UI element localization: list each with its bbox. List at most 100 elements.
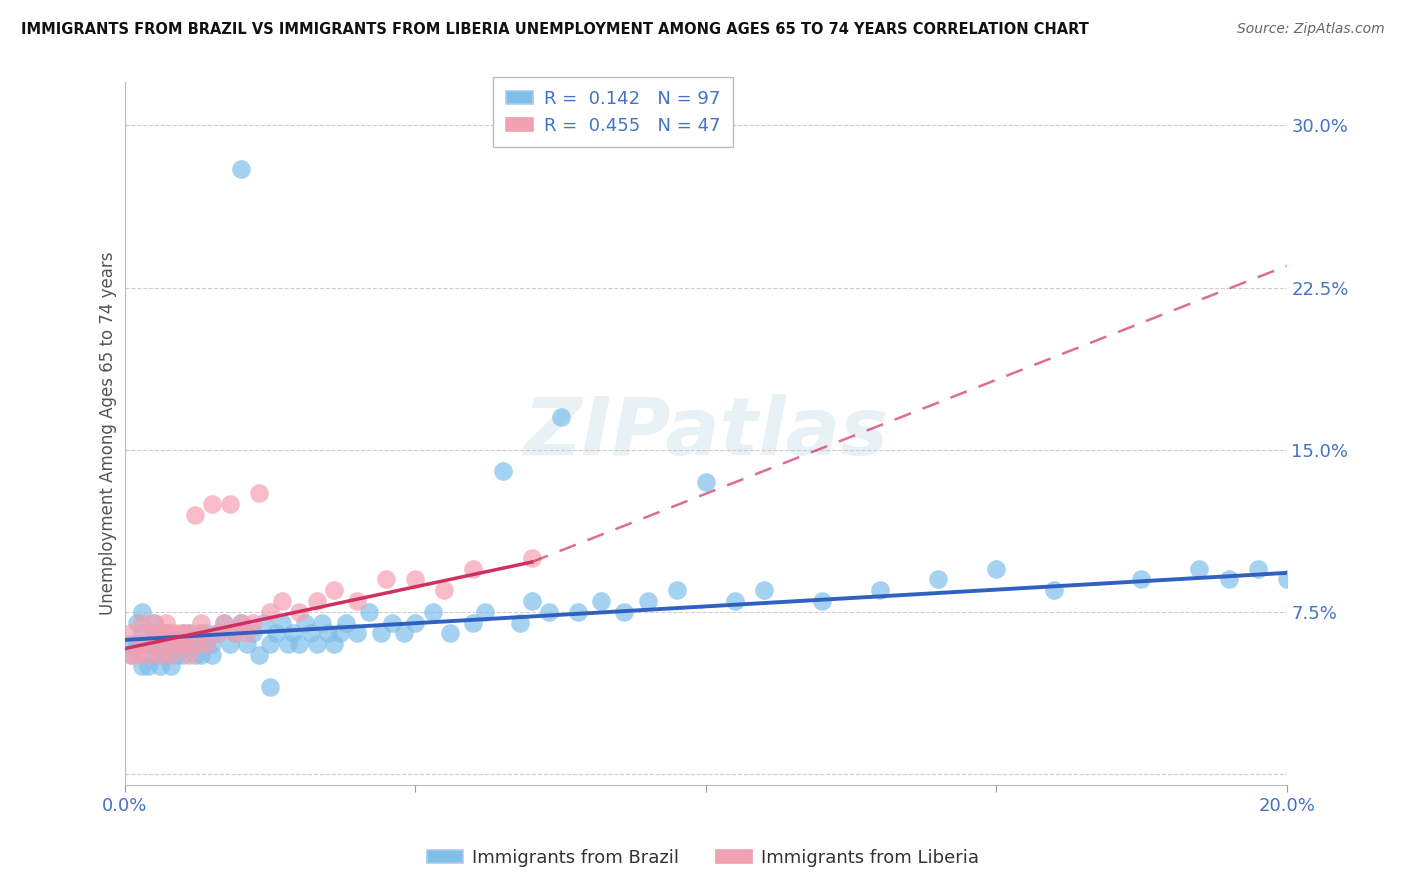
Point	[155, 626, 177, 640]
Point	[259, 637, 281, 651]
Point	[190, 626, 212, 640]
Point	[172, 626, 194, 640]
Point	[288, 637, 311, 651]
Point	[160, 626, 183, 640]
Point	[136, 637, 159, 651]
Point	[183, 508, 205, 522]
Point	[212, 615, 235, 630]
Point	[177, 637, 200, 651]
Point	[520, 594, 543, 608]
Point	[155, 648, 177, 662]
Point	[172, 637, 194, 651]
Point	[231, 161, 253, 176]
Point	[346, 626, 368, 640]
Point	[183, 637, 205, 651]
Point	[155, 637, 177, 651]
Point	[1392, 550, 1406, 565]
Point	[288, 605, 311, 619]
Point	[811, 594, 834, 608]
Point	[149, 648, 172, 662]
Point	[155, 637, 177, 651]
Point	[190, 626, 212, 640]
Point	[155, 615, 177, 630]
Point	[212, 615, 235, 630]
Point	[166, 626, 188, 640]
Point	[160, 658, 183, 673]
Point	[294, 615, 316, 630]
Point	[143, 637, 166, 651]
Point	[125, 637, 148, 651]
Point	[613, 605, 636, 619]
Point	[323, 637, 346, 651]
Point	[550, 410, 572, 425]
Point	[637, 594, 659, 608]
Point	[567, 605, 589, 619]
Point	[439, 626, 461, 640]
Point	[591, 594, 613, 608]
Point	[131, 637, 153, 651]
Point	[370, 626, 392, 640]
Point	[381, 615, 404, 630]
Point	[869, 583, 891, 598]
Point	[259, 605, 281, 619]
Point	[242, 626, 264, 640]
Point	[311, 615, 333, 630]
Point	[242, 615, 264, 630]
Point	[172, 648, 194, 662]
Point	[231, 615, 253, 630]
Point	[160, 626, 183, 640]
Point	[143, 626, 166, 640]
Point	[149, 626, 172, 640]
Point	[433, 583, 456, 598]
Point	[665, 583, 688, 598]
Point	[270, 594, 292, 608]
Point	[509, 615, 531, 630]
Point	[224, 626, 246, 640]
Point	[1188, 561, 1211, 575]
Point	[207, 626, 229, 640]
Point	[131, 626, 153, 640]
Point	[160, 637, 183, 651]
Point	[136, 658, 159, 673]
Legend: Immigrants from Brazil, Immigrants from Liberia: Immigrants from Brazil, Immigrants from …	[420, 842, 986, 874]
Point	[201, 497, 224, 511]
Point	[986, 561, 1008, 575]
Point	[218, 637, 240, 651]
Point	[491, 464, 513, 478]
Point	[305, 637, 328, 651]
Point	[323, 583, 346, 598]
Point	[136, 648, 159, 662]
Point	[474, 605, 496, 619]
Point	[752, 583, 775, 598]
Point	[299, 626, 322, 640]
Point	[520, 550, 543, 565]
Point	[253, 615, 276, 630]
Point	[270, 615, 292, 630]
Point	[357, 605, 380, 619]
Point	[305, 594, 328, 608]
Point	[166, 648, 188, 662]
Point	[183, 637, 205, 651]
Text: Source: ZipAtlas.com: Source: ZipAtlas.com	[1237, 22, 1385, 37]
Point	[131, 615, 153, 630]
Point	[404, 615, 426, 630]
Legend: R =  0.142   N = 97, R =  0.455   N = 47: R = 0.142 N = 97, R = 0.455 N = 47	[494, 77, 733, 147]
Point	[143, 615, 166, 630]
Point	[404, 573, 426, 587]
Point	[143, 648, 166, 662]
Point	[283, 626, 305, 640]
Point	[277, 637, 299, 651]
Point	[695, 475, 717, 489]
Y-axis label: Unemployment Among Ages 65 to 74 years: Unemployment Among Ages 65 to 74 years	[100, 252, 117, 615]
Point	[149, 637, 172, 651]
Point	[172, 626, 194, 640]
Point	[463, 561, 485, 575]
Point	[1130, 573, 1153, 587]
Point	[143, 615, 166, 630]
Point	[190, 615, 212, 630]
Point	[120, 648, 142, 662]
Point	[259, 681, 281, 695]
Point	[537, 605, 560, 619]
Point	[177, 648, 200, 662]
Point	[247, 648, 270, 662]
